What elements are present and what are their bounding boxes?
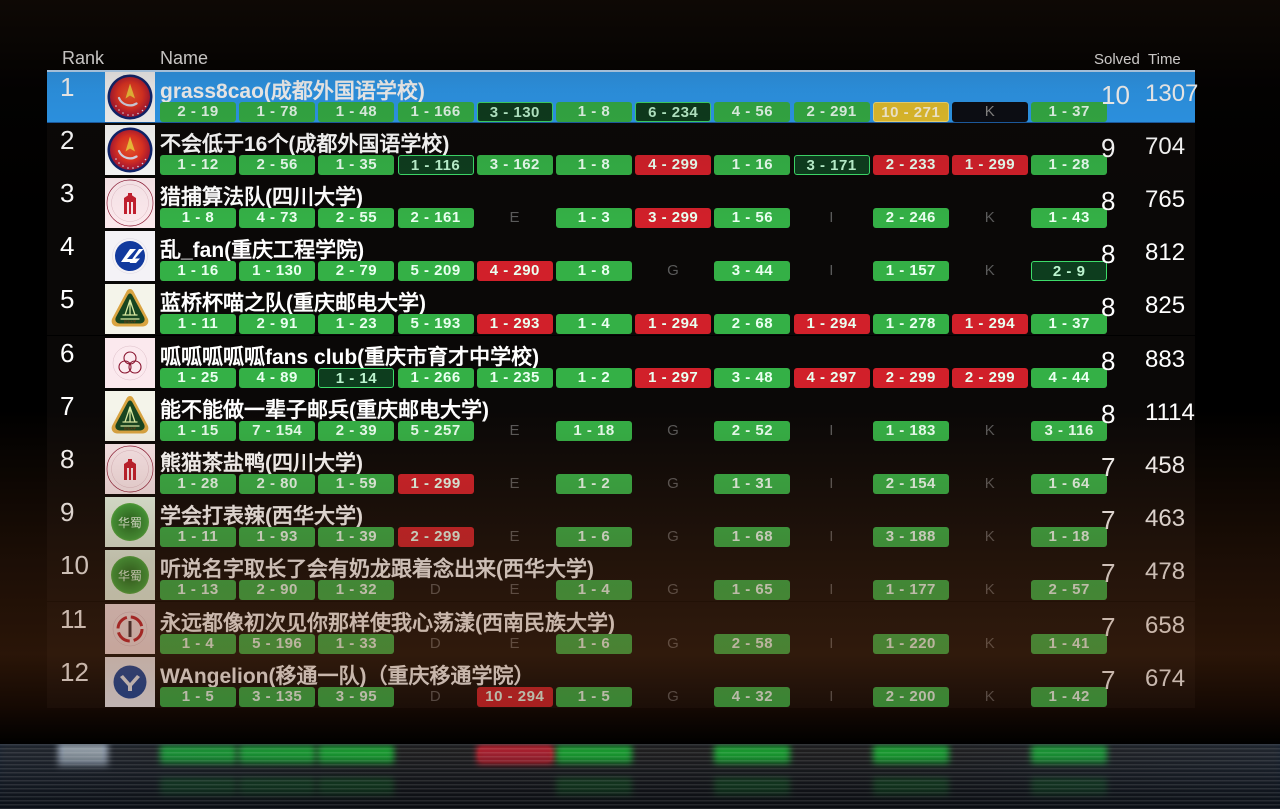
svg-text:华蜀: 华蜀 [118, 516, 142, 530]
svg-text:华蜀: 华蜀 [118, 569, 142, 583]
svg-text:邮电大学: 邮电大学 [124, 319, 136, 324]
svg-text:邮电大学: 邮电大学 [124, 425, 136, 430]
